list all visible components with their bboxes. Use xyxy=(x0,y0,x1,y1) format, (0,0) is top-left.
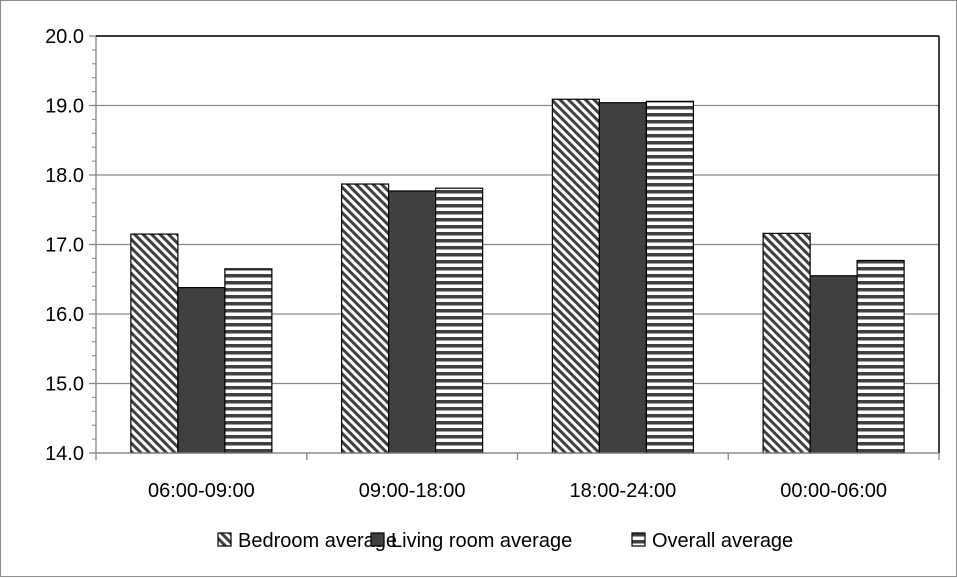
x-tick-label: 00:00-06:00 xyxy=(780,480,887,502)
y-tick-label: 15.0 xyxy=(45,374,84,396)
bar-bedroom-average xyxy=(762,232,811,454)
y-tick-label: 19.0 xyxy=(45,96,84,118)
bar-bedroom-average xyxy=(551,98,600,454)
y-tick-label: 16.0 xyxy=(45,304,84,326)
x-tick-label: 09:00-18:00 xyxy=(359,480,466,502)
bar-overall-average xyxy=(224,268,273,454)
legend-item: Living room average xyxy=(370,530,572,552)
legend-swatch xyxy=(631,532,646,547)
bar-living-room-average xyxy=(809,275,858,454)
x-tick-label: 18:00-24:00 xyxy=(569,480,676,502)
bar-overall-average xyxy=(645,100,694,454)
legend-swatch xyxy=(217,532,232,547)
bar-bedroom-average xyxy=(341,183,390,454)
bar-bedroom-average xyxy=(130,233,179,454)
legend-label: Overall average xyxy=(652,530,793,552)
bar-overall-average xyxy=(856,259,905,454)
axes xyxy=(89,35,940,460)
y-tick-labels: 14.0 15.0 16.0 17.0 18.0 19.0 20.0 xyxy=(45,26,84,465)
legend-label: Bedroom average xyxy=(238,530,397,552)
legend-label: Living room average xyxy=(391,530,572,552)
y-tick-label: 17.0 xyxy=(45,235,84,257)
x-tick-labels: 06:00-09:00 09:00-18:00 18:00-24:00 00:00-0… xyxy=(148,480,887,502)
y-tick-label: 14.0 xyxy=(45,443,84,465)
y-tick-label: 20.0 xyxy=(45,26,84,48)
bar-overall-average xyxy=(435,187,484,454)
bar-living-room-average xyxy=(388,190,437,454)
legend-item: Overall average xyxy=(631,530,793,552)
legend-item: Bedroom average xyxy=(217,530,397,552)
x-tick-label: 06:00-09:00 xyxy=(148,480,255,502)
bar-living-room-average xyxy=(598,102,647,454)
bars xyxy=(130,98,905,454)
bar-living-room-average xyxy=(177,286,226,454)
y-tick-label: 18.0 xyxy=(45,165,84,187)
legend-swatch xyxy=(370,532,385,547)
